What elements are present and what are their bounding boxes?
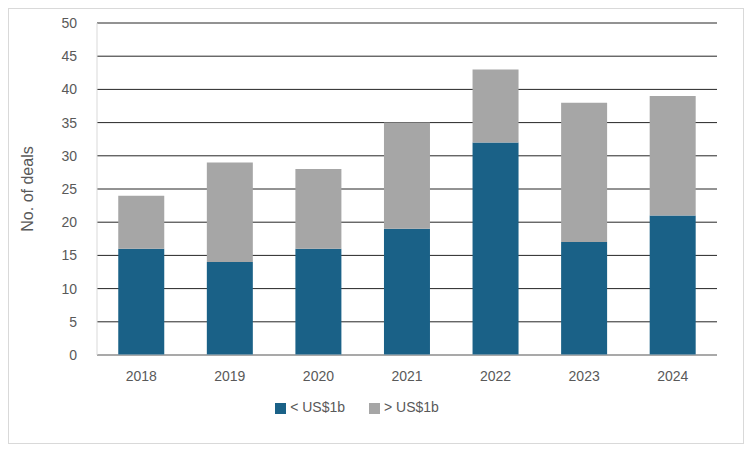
svg-text:2021: 2021 [391,368,422,384]
svg-text:20: 20 [61,214,77,230]
svg-text:5: 5 [69,314,77,330]
svg-text:2020: 2020 [303,368,334,384]
html-text:< US$1b: < US$1b [290,399,345,415]
svg-text:2018: 2018 [126,368,157,384]
svg-text:2019: 2019 [214,368,245,384]
svg-text:No. of deals: No. of deals [19,146,36,231]
svg-text:15: 15 [61,247,77,263]
svg-text:25: 25 [61,181,77,197]
svg-text:45: 45 [61,48,77,64]
svg-text:30: 30 [61,148,77,164]
svg-text:50: 50 [61,15,77,31]
svg-text:2022: 2022 [480,368,511,384]
svg-text:35: 35 [61,115,77,131]
svg-text:2024: 2024 [657,368,688,384]
svg-text:40: 40 [61,81,77,97]
svg-text:10: 10 [61,281,77,297]
html-text:> US$1b: > US$1b [384,399,439,415]
svg-text:0: 0 [69,347,77,363]
svg-text:2023: 2023 [569,368,600,384]
